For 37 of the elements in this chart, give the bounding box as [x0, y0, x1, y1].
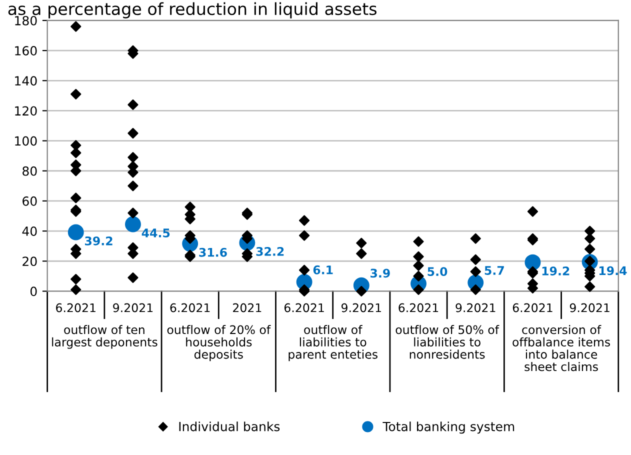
- y-tick-label: 120: [15, 106, 37, 116]
- y-tick-label: 160: [15, 46, 37, 56]
- x-tick-label: 6.2021: [284, 303, 324, 312]
- x-tick-label: 6.2021: [398, 303, 438, 312]
- y-tick-label: 40: [22, 226, 37, 236]
- data-label: 3.9: [370, 268, 390, 278]
- text: outflow of liabilities to parent enteties: [288, 325, 378, 362]
- x-tick-label: 9.2021: [341, 303, 381, 312]
- data-label: 19.4: [599, 266, 627, 276]
- x-tick-label: 6.2021: [170, 303, 210, 312]
- data-label: 5.0: [428, 267, 448, 276]
- data-label: 5.7: [484, 266, 504, 275]
- y-tick-label: 60: [22, 196, 37, 206]
- data-label: 31.6: [199, 248, 227, 257]
- data-label: 44.5: [142, 228, 170, 238]
- y-tick-label: 0: [30, 286, 37, 296]
- data-label: 32.2: [256, 246, 284, 256]
- text: outflow of 20% of households deposits: [167, 325, 271, 362]
- y-tick-label: 80: [22, 166, 37, 176]
- y-tick-label: 100: [15, 136, 37, 146]
- data-label: 6.1: [313, 265, 333, 274]
- data-label: 39.2: [85, 236, 112, 246]
- y-tick-label: 20: [22, 256, 37, 266]
- text: outflow of ten largest deponents: [52, 325, 158, 349]
- x-tick-label: 9.2021: [456, 303, 496, 312]
- x-tick-label: 9.2021: [113, 303, 153, 312]
- x-tick-label: 2021: [233, 303, 262, 312]
- x-tick-label: 9.2021: [570, 303, 610, 312]
- text: outflow of 50% of liabilities to nonresidents: [396, 325, 500, 359]
- x-tick-label: 6.2021: [56, 303, 96, 312]
- legend-label: Total banking system: [382, 422, 514, 434]
- y-tick-label: 180: [15, 16, 37, 26]
- x-tick-label: 6.2021: [512, 303, 552, 312]
- y-tick-label: 140: [15, 76, 37, 86]
- data-label: 19.2: [542, 266, 570, 276]
- legend-label: Individual banks: [179, 422, 280, 432]
- text: conversion of offbalance items into balance sheet claims: [512, 325, 610, 372]
